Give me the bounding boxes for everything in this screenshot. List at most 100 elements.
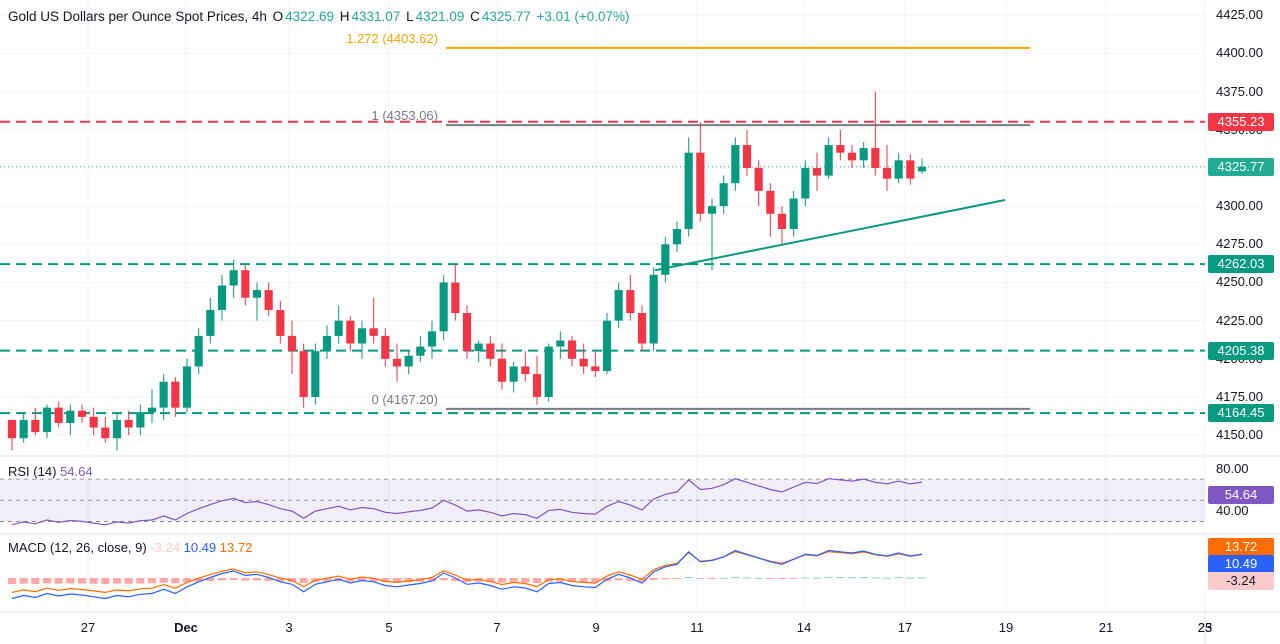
macd-histogram-bar: [801, 577, 810, 579]
price-tick-label: 4300.00: [1216, 198, 1263, 214]
macd-tag: 13.72: [1208, 538, 1274, 556]
candle-body: [684, 152, 693, 230]
open-label: O: [272, 9, 284, 24]
chart-header: Gold US Dollars per Ounce Spot Prices, 4…: [8, 9, 632, 24]
open-value: 4322.69: [285, 9, 334, 24]
macd-tag: 10.49: [1208, 555, 1274, 573]
candle-body: [42, 407, 52, 433]
macd-histogram-bar: [812, 577, 822, 579]
candle-body: [334, 320, 343, 336]
candle-body: [614, 290, 623, 321]
time-tick-label: 27: [80, 620, 96, 635]
candle-body: [124, 419, 133, 428]
candle-body: [544, 346, 553, 397]
macd-histogram-bar: [427, 578, 437, 582]
time-tick-label: 5: [385, 620, 393, 635]
macd-histogram-bar: [859, 576, 868, 578]
change-value: +3.01 (+0.07%): [536, 9, 630, 24]
time-tick-label: Dec: [174, 620, 198, 635]
macd-histogram-bar: [824, 576, 833, 578]
macd-histogram-bar: [777, 578, 787, 579]
candle-body: [147, 407, 157, 413]
macd-histogram-bar: [42, 578, 52, 584]
macd-histogram-bar: [672, 578, 682, 579]
macd-histogram-bar: [696, 578, 705, 579]
price-tag: 4205.38: [1208, 341, 1274, 360]
candle-body: [824, 145, 833, 176]
candle-body: [404, 355, 413, 367]
close-label: C: [470, 9, 480, 24]
candle-body: [521, 366, 530, 375]
price-tick-label: 4150.00: [1216, 427, 1263, 443]
price-tag: 4262.03: [1208, 255, 1274, 274]
fib-level-label: 1 (4353.06): [371, 108, 439, 124]
price-tick-label: 4425.00: [1216, 7, 1263, 23]
macd-histogram-bar: [649, 578, 658, 581]
macd-histogram-bar: [264, 578, 273, 581]
macd-line: [11, 549, 923, 600]
time-tick-label: 21: [1098, 620, 1114, 635]
candle-body: [299, 351, 308, 397]
macd-histogram-bar: [136, 578, 145, 584]
macd-histogram-bar: [252, 578, 262, 581]
macd-histogram-bar: [871, 577, 880, 579]
macd-histogram-bar: [731, 576, 740, 578]
macd-histogram-bar: [19, 578, 28, 584]
price-tick-label: 4400.00: [1216, 45, 1263, 61]
macd-histogram-bar: [451, 578, 460, 581]
macd-histogram-bar: [497, 578, 507, 583]
close-value: 4325.77: [481, 9, 531, 24]
macd-histogram-bar: [579, 578, 588, 583]
candle-body: [637, 313, 647, 344]
candle-body: [346, 320, 355, 344]
candle-body: [182, 366, 192, 408]
candle-body: [661, 244, 670, 275]
rsi-value: 54.64: [60, 464, 93, 479]
price-tick-label: 4275.00: [1216, 236, 1263, 252]
macd-histogram-bar: [77, 578, 87, 584]
macd-histogram-bar: [719, 577, 728, 579]
price-tick-label: 4375.00: [1216, 83, 1263, 99]
low-label: L: [406, 9, 414, 24]
candle-body: [731, 145, 740, 184]
macd-histogram-bar: [171, 578, 180, 584]
candle-body: [392, 358, 402, 367]
symbol-title: Gold US Dollars per Ounce Spot Prices, 4…: [8, 9, 267, 24]
candle-body: [532, 374, 542, 397]
candle-body: [439, 282, 448, 332]
candle-body: [19, 419, 28, 439]
candle-body: [719, 183, 728, 207]
candle-body: [136, 412, 145, 428]
macd-histogram-bar: [54, 578, 63, 584]
candle-body: [276, 309, 285, 336]
macd-histogram-bar: [847, 577, 857, 579]
macd-histogram-bar: [906, 577, 915, 579]
macd-histogram-bar: [789, 578, 798, 579]
macd-histogram-bar: [486, 578, 495, 583]
candle-body: [229, 270, 238, 286]
candle-body: [789, 198, 798, 230]
time-tick-label: 23: [1197, 620, 1213, 635]
macd-histogram-bar: [147, 578, 157, 584]
candle-body: [451, 282, 460, 314]
candle-body: [89, 416, 98, 428]
macd-histogram-bar: [567, 578, 577, 583]
macd-histogram-bar: [766, 578, 775, 579]
candle-body: [696, 152, 705, 214]
candle-body: [287, 335, 297, 352]
candle-body: [777, 213, 787, 230]
macd-histogram-bar: [381, 578, 390, 583]
candle-body: [871, 148, 880, 168]
rsi-tag: 54.64: [1208, 486, 1274, 505]
candle-body: [812, 167, 822, 176]
rsi-line: [11, 478, 923, 526]
time-tick-label: 3: [285, 620, 293, 635]
price-tick-label: 4175.00: [1216, 388, 1263, 404]
candle-body: [54, 407, 63, 423]
macd-histogram-bar: [369, 578, 378, 582]
macd-histogram-bar: [742, 577, 752, 579]
macd-tag: -3.24: [1208, 572, 1274, 590]
time-tick-label: 7: [493, 620, 501, 635]
macd-histogram-bar: [836, 577, 845, 579]
